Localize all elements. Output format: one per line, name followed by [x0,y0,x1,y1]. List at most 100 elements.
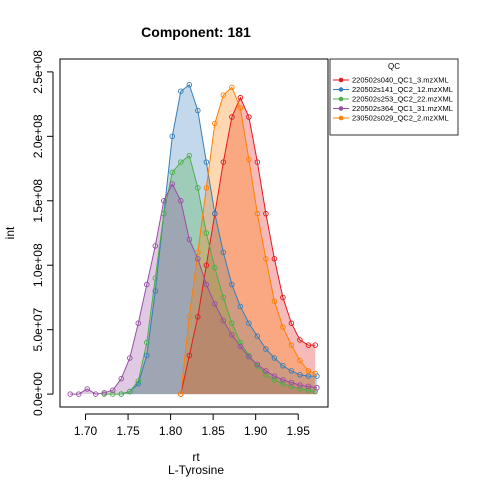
data-point [305,368,312,374]
data-point [161,210,167,217]
data-point [118,391,125,397]
series-area-4 [70,184,317,395]
data-point [297,357,303,364]
plot-points [67,82,320,397]
data-point [237,303,244,310]
data-point [118,375,125,382]
series-area-2 [121,84,317,395]
data-point [169,181,176,187]
y-axis-label: int [3,226,17,239]
x-tick-label: 1.95 [287,424,311,438]
data-point [288,368,295,374]
data-point [144,281,150,288]
chart-title: Component: 181 [141,24,251,40]
data-point [288,379,295,386]
x-axis-sublabel: L-Tyrosine [168,463,224,477]
data-point [127,355,133,361]
data-point [271,373,278,379]
data-point [263,368,269,374]
data-point [109,387,116,393]
data-point [297,372,303,378]
legend-label: 220502s253_QC2_22.mzXML [352,95,453,104]
data-point [195,256,201,262]
data-point [212,120,218,127]
data-point [288,383,295,390]
data-point [195,249,201,256]
series-line-4 [70,182,318,395]
data-point [203,159,210,165]
data-point [178,88,184,94]
series-line-3 [104,154,316,395]
data-point [254,159,261,165]
data-point [186,236,193,243]
data-point [178,391,184,397]
y-tick-label: 5.0e+07 [31,307,45,351]
data-point [178,159,184,165]
data-point [237,94,244,101]
data-point [229,281,235,288]
data-point [312,342,318,348]
x-tick-label: 1.70 [74,424,98,438]
data-point [297,337,303,343]
data-point [220,159,227,165]
data-point [203,185,210,191]
data-point [203,281,210,288]
data-point [297,382,303,388]
data-point [212,210,218,217]
data-point [254,210,261,217]
y-tick-label: 2.0e+08 [31,114,45,158]
data-point [135,320,142,326]
data-point [254,361,261,368]
data-point [305,373,312,379]
data-point [280,324,286,330]
x-axis: 1.70 1.75 1.80 1.85 1.90 1.95 [74,413,311,438]
data-point [229,332,235,338]
data-point [152,243,159,249]
data-point [178,198,184,204]
y-tick-label: 1.0e+08 [31,243,45,287]
data-point [246,114,252,120]
legend-label: 220502s364_QC1_31.mzXML [352,104,453,113]
data-point [203,262,210,268]
legend-swatch-point [338,87,344,92]
data-point [67,391,73,397]
data-point [288,342,295,348]
data-point [127,388,133,395]
legend: QC 220502s040_QC1_3.mzXML220502s141_QC2_… [329,58,459,136]
data-point [254,333,261,339]
data-point [237,343,244,350]
x-axis-label: rt [192,450,200,464]
data-point [246,320,252,326]
data-point [263,372,269,378]
data-point [195,185,201,191]
data-point [263,346,269,352]
data-point [152,288,159,294]
y-tick-label: 1.5e+08 [31,179,45,223]
legend-items: 220502s040_QC1_3.mzXML220502s141_QC2_12.… [333,76,453,123]
data-point [237,339,244,346]
data-point [314,384,320,391]
data-point [280,363,286,369]
data-point [305,383,312,390]
plot-areas [70,84,317,395]
data-point [229,84,235,91]
data-point [101,390,107,396]
legend-label: 230502s029_QC2_2.mzXML [352,114,449,123]
legend-label: 220502s141_QC2_12.mzXML [352,85,453,94]
data-point [263,210,269,217]
data-point [220,294,227,301]
data-point [305,387,312,393]
legend-title: QC [388,62,400,71]
series-line-5 [180,86,316,395]
data-point [212,301,218,307]
legend-box [329,58,459,136]
data-point [186,314,193,320]
data-point [280,294,286,301]
data-point [271,355,278,361]
plot-lines [70,83,318,395]
legend-swatch-point [338,106,344,111]
data-point [237,105,244,111]
data-point [280,377,286,383]
legend-swatch-point [338,77,344,83]
